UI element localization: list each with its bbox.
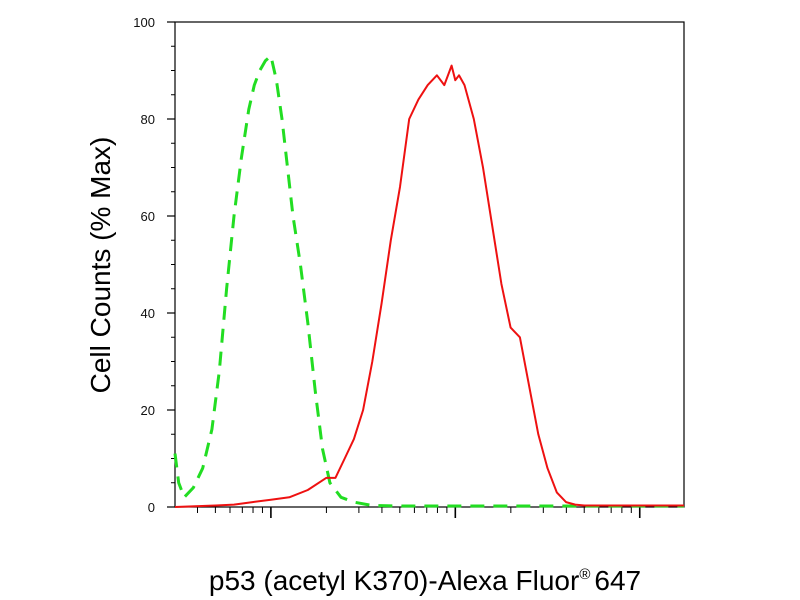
y-tick-label: 80: [141, 112, 155, 127]
y-tick-label: 20: [141, 403, 155, 418]
y-axis-title: Cell Counts (% Max): [85, 137, 116, 394]
x-axis: [197, 507, 641, 518]
series-layer: [173, 54, 684, 508]
y-axis: 0 20 40 60 80 100: [133, 15, 175, 515]
y-tick-label: 100: [133, 15, 155, 30]
plot-frame: [174, 21, 685, 508]
y-tick-label: 40: [141, 306, 155, 321]
x-axis-title-main: p53 (acetyl K370)-Alexa Fluor: [209, 565, 579, 596]
y-tick-label: 60: [141, 209, 155, 224]
series-line-2: [174, 64, 684, 508]
y-tick-label: 0: [148, 500, 155, 515]
plot-area: [174, 21, 685, 508]
x-axis-title-superscript: ®: [579, 566, 590, 583]
x-axis-title: p53 (acetyl K370)-Alexa Fluor® 647: [209, 565, 641, 596]
x-axis-title-suffix: 647: [594, 565, 641, 596]
series-line-1: [173, 54, 684, 508]
